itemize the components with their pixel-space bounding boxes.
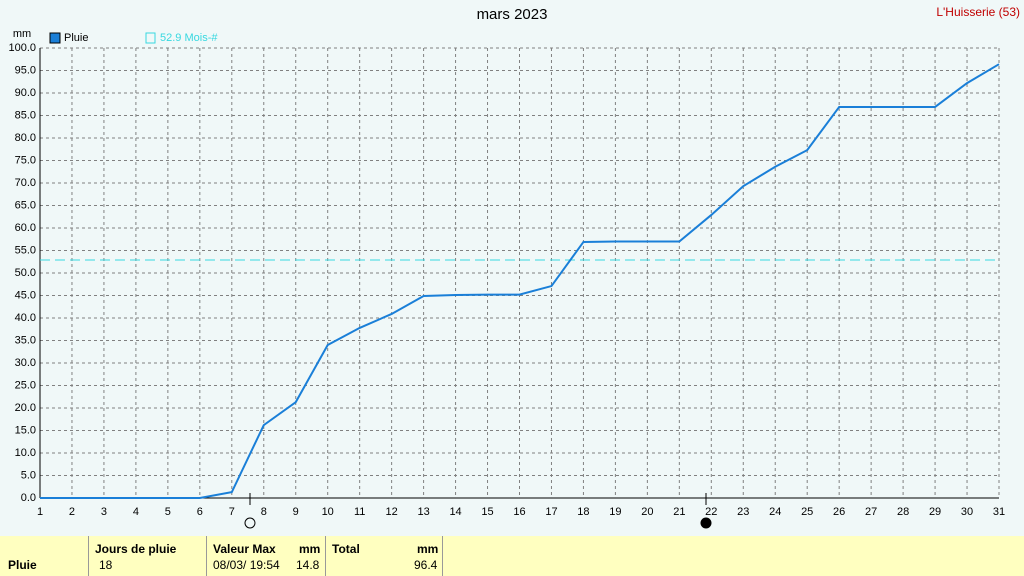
- x-tick-label: 21: [673, 506, 685, 518]
- x-tick-label: 15: [481, 506, 493, 518]
- y-tick-label: 55.0: [15, 244, 36, 256]
- y-tick-label: 10.0: [15, 447, 36, 459]
- chart: mars 2023 L'Huisserie (53) mm Pluie 52.9…: [8, 5, 1020, 529]
- x-tick-label: 1: [37, 506, 43, 518]
- x-tick-label: 3: [101, 506, 107, 518]
- x-tick-label: 4: [133, 506, 139, 518]
- x-tick-label: 22: [705, 506, 717, 518]
- moon-icon: [244, 517, 256, 529]
- y-tick-label: 95.0: [15, 64, 36, 76]
- x-tick-label: 19: [609, 506, 621, 518]
- cell: Valeur Max mm 08/03/ 19:54 14.8: [206, 536, 326, 576]
- y-tick-label: 0.0: [21, 492, 36, 504]
- y-tick-label: 75.0: [15, 154, 36, 166]
- x-tick-label: 13: [417, 506, 429, 518]
- legend-swatch: [145, 32, 156, 44]
- y-tick-label: 100.0: [8, 42, 36, 54]
- x-tick-label: 9: [293, 506, 299, 518]
- x-tick-label: 23: [737, 506, 749, 518]
- x-tick-label: 8: [261, 506, 267, 518]
- legend-label: Pluie: [64, 32, 88, 44]
- x-tick-label: 24: [769, 506, 781, 518]
- y-tick-label: 70.0: [15, 177, 36, 189]
- x-tick-label: 31: [993, 506, 1005, 518]
- y-tick-label: 80.0: [15, 132, 36, 144]
- x-tick-label: 18: [577, 506, 589, 518]
- value: 14.8: [296, 558, 320, 572]
- x-tick-label: 26: [833, 506, 845, 518]
- x-tick-label: 28: [897, 506, 909, 518]
- x-tick-label: 20: [641, 506, 653, 518]
- x-tick-label: 10: [322, 506, 334, 518]
- x-tick-label: 17: [545, 506, 557, 518]
- data-line: [40, 63, 1000, 499]
- x-tick-label: 11: [354, 506, 365, 518]
- legend-label: 52.9 Mois-#: [160, 32, 218, 44]
- y-tick-label: 85.0: [15, 109, 36, 121]
- y-tick-label: 65.0: [15, 199, 36, 211]
- station: L'Huisserie (53): [936, 5, 1020, 19]
- x-tick-label: 2: [69, 506, 75, 518]
- x-tick-label: 16: [513, 506, 525, 518]
- x-tick-label: 25: [801, 506, 813, 518]
- y-tick-label: 60.0: [15, 222, 36, 234]
- y-tick-label: 35.0: [15, 334, 36, 346]
- y-tick-label: 45.0: [15, 289, 36, 301]
- summary-table: Pluie Jours de pluie 18 Valeur Max mm 08…: [0, 536, 1024, 576]
- y-tick-label: 20.0: [15, 402, 36, 414]
- x-tick-label: 30: [961, 506, 973, 518]
- y-tick-label: 40.0: [15, 312, 36, 324]
- header: Jours de pluie: [95, 542, 177, 556]
- x-tick-label: 7: [229, 506, 235, 518]
- y-tick-label: 25.0: [15, 379, 36, 391]
- y-tick-label: 5.0: [21, 469, 36, 481]
- chart-title: mars 2023: [477, 6, 548, 23]
- y-tick-label: 15.0: [15, 424, 36, 436]
- x-tick-label: 29: [929, 506, 941, 518]
- x-tick-label: 5: [165, 506, 171, 518]
- unit: mm: [299, 542, 321, 556]
- header: Valeur Max: [213, 542, 276, 556]
- value: 96.4: [414, 558, 438, 572]
- x-tick-label: 14: [449, 506, 461, 518]
- x-tick-label: 12: [386, 506, 398, 518]
- value: 18: [99, 558, 113, 572]
- legend-swatch: [49, 32, 61, 44]
- x-tick-label: 6: [197, 506, 203, 518]
- y-tick-label: 90.0: [15, 87, 36, 99]
- unit: mm: [417, 542, 439, 556]
- header: Total: [332, 542, 360, 556]
- y-tick-label: 30.0: [15, 357, 36, 369]
- moon-icon: [700, 517, 712, 529]
- y-unit: mm: [13, 28, 31, 40]
- row-label: Pluie: [8, 558, 37, 572]
- y-tick-label: 50.0: [15, 267, 36, 279]
- cell: Jours de pluie 18: [88, 536, 207, 576]
- cell: Total mm 96.4: [325, 536, 443, 576]
- x-tick-label: 27: [865, 506, 877, 518]
- date: 08/03/ 19:54: [213, 558, 280, 572]
